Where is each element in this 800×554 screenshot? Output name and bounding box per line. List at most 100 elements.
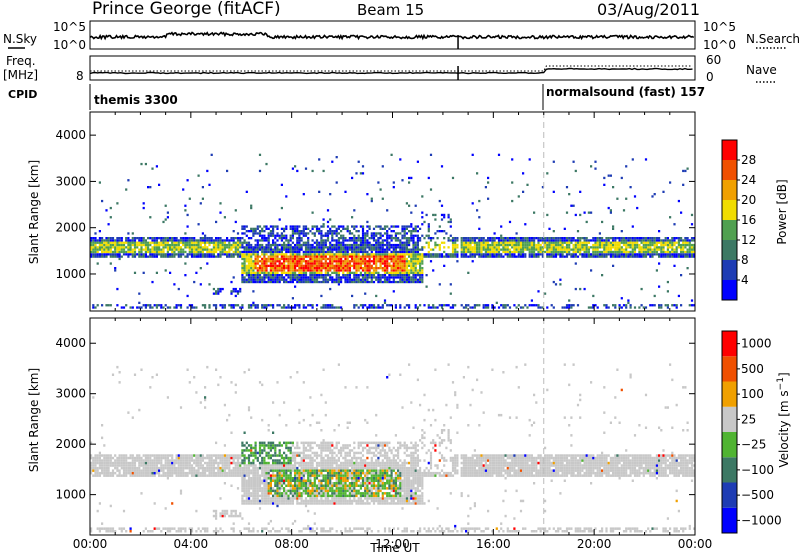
range-gate-cell [493,237,496,240]
range-gate-cell [300,257,303,261]
range-gate-cell [408,248,411,251]
range-gate-cell [405,227,408,230]
range-gate-cell [434,255,437,258]
range-gate-cell [372,304,376,307]
range-gate-cell [522,255,525,258]
range-gate-cell [226,243,229,247]
range-gate-cell [370,234,373,237]
range-gate-cell [364,250,367,254]
range-gate-cell [427,243,430,247]
range-gate-cell [324,239,327,242]
range-gate-cell [144,162,147,166]
range-gate-cell [263,230,266,233]
range-gate-cell [256,248,259,251]
range-gate-cell [601,220,604,224]
range-gate-cell [690,223,694,226]
range-gate-cell [436,255,439,258]
range-gate-cell [386,280,389,284]
range-gate-cell [140,459,143,462]
range-gate-cell [465,239,468,242]
range-gate-cell [125,239,128,242]
range-gate-cell [414,230,417,233]
range-gate-cell [397,271,400,274]
range-gate-cell [221,304,224,307]
range-gate-cell [381,276,384,279]
range-gate-cell [219,246,222,249]
range-gate-cell [651,237,654,240]
range-gate-cell [478,241,481,244]
range-gate-cell [90,255,93,258]
range-gate-cell [333,239,336,242]
range-gate-cell [111,373,115,376]
range-gate-cell [285,195,288,198]
range-gate-cell [454,241,457,244]
range-gate-cell [370,243,373,247]
range-gate-cell [366,250,369,254]
range-gate-cell [587,246,590,249]
range-gate-cell [151,241,154,244]
range-gate-cell [673,241,676,244]
range-gate-cell [142,255,145,258]
range-gate-cell [136,237,139,240]
range-gate-cell [344,274,347,277]
range-gate-cell [127,246,130,249]
range-gate-cell [182,459,185,462]
range-gate-cell [243,269,246,272]
range-gate-cell [94,464,97,467]
range-gate-cell [390,271,393,274]
range-gate-cell [254,230,257,233]
range-gate-cell [269,255,272,258]
range-gate-cell [478,199,481,203]
range-gate-cell [331,232,334,235]
range-gate-cell [144,253,147,256]
range-gate-cell [355,248,358,251]
range-gate-cell [223,306,226,309]
range-gate-cell [98,237,101,240]
range-gate-cell [201,232,204,235]
range-gate-cell [640,237,643,240]
range-gate-cell [412,230,415,233]
range-gate-cell [412,262,415,265]
range-gate-cell [598,237,601,240]
range-gate-cell [171,248,174,251]
range-gate-cell [370,271,373,274]
range-gate-cell [241,487,244,490]
range-gate-cell [215,517,218,520]
range-gate-cell [182,250,185,254]
range-gate-cell [241,278,244,281]
range-gate-cell [370,264,373,267]
range-gate-cell [511,237,514,240]
range-gate-cell [131,416,134,419]
range-gate-cell [204,406,207,409]
range-gate-cell [236,232,240,235]
range-gate-cell [186,461,189,465]
range-gate-cell [460,239,463,242]
range-gate-cell [399,239,402,242]
range-gate-cell [258,264,262,267]
range-gate-cell [315,260,319,263]
range-gate-cell [247,471,251,475]
range-gate-cell [236,456,240,460]
range-gate-cell [412,274,415,277]
range-gate-cell [261,304,264,307]
range-gate-cell [614,250,617,254]
range-gate-cell [147,471,150,475]
range-gate-cell [193,243,196,247]
range-gate-cell [662,239,665,242]
range-gate-cell [118,237,121,240]
range-gate-cell [313,264,316,267]
range-gate-cell [375,278,378,281]
range-gate-cell [226,459,229,462]
range-gate-cell [487,243,490,247]
range-gate-cell [416,234,419,237]
range-gate-cell [353,246,356,249]
range-gate-cell [351,294,354,298]
range-gate-cell [140,241,143,244]
range-gate-cell [307,304,310,307]
range-gate-cell [256,487,259,490]
range-gate-cell [219,466,222,470]
range-gate-cell [155,255,158,258]
range-gate-cell [243,456,246,460]
range-gate-cell [671,246,674,249]
range-gate-cell [394,239,397,242]
